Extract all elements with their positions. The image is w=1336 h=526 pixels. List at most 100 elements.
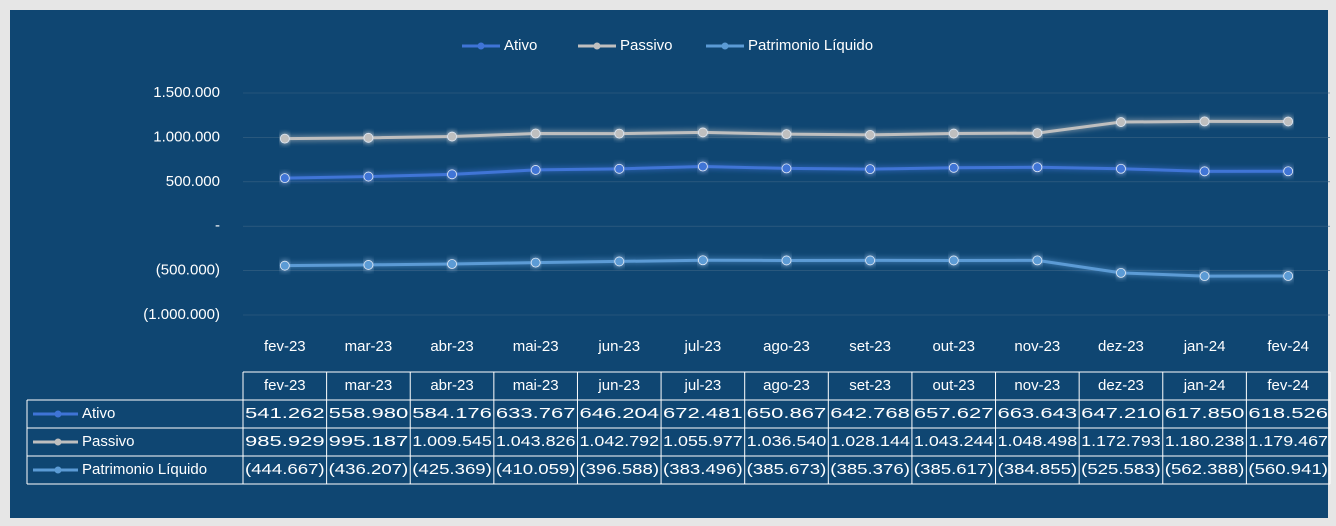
data-point xyxy=(1032,162,1043,173)
data-point xyxy=(1032,255,1043,266)
data-point xyxy=(781,129,792,140)
table-cell: 663.643 xyxy=(998,405,1078,422)
table-cell: 558.980 xyxy=(329,405,409,422)
data-point xyxy=(781,163,792,174)
table-header: jul-23 xyxy=(684,377,722,394)
data-point xyxy=(1199,116,1210,127)
table-header: fev-24 xyxy=(1267,377,1309,394)
data-point xyxy=(948,162,959,173)
table-cell: 1.036.540 xyxy=(747,433,827,450)
data-point xyxy=(614,128,625,139)
table-cell: 1.055.977 xyxy=(663,433,743,450)
table-row-label: Patrimonio Líquido xyxy=(82,461,207,478)
table-cell: 1.172.793 xyxy=(1081,433,1161,450)
x-tick-label: jun-23 xyxy=(597,338,640,355)
table-cell: 1.042.792 xyxy=(579,433,659,450)
data-point xyxy=(697,255,708,266)
table-cell: 642.768 xyxy=(830,405,910,422)
table-header: fev-23 xyxy=(264,377,306,394)
x-tick-label: dez-23 xyxy=(1098,338,1144,355)
table-legend-marker xyxy=(54,466,62,474)
table-cell: 617.850 xyxy=(1165,405,1245,422)
table-cell: 1.179.467 xyxy=(1248,433,1328,450)
data-point xyxy=(530,128,541,139)
table-cell: 985.929 xyxy=(245,433,325,450)
table-cell: 1.043.826 xyxy=(496,433,576,450)
data-point xyxy=(1283,166,1294,177)
y-tick-label: 500.000 xyxy=(166,173,220,190)
data-point xyxy=(530,165,541,175)
y-tick-label: 1.000.000 xyxy=(153,128,220,145)
chart-background xyxy=(10,10,1328,518)
table-cell: 650.867 xyxy=(747,405,827,422)
data-point xyxy=(865,164,876,175)
y-tick-label: - xyxy=(215,217,220,234)
table-header: mar-23 xyxy=(345,377,393,394)
x-tick-label: out-23 xyxy=(932,338,975,355)
table-header: dez-23 xyxy=(1098,377,1144,394)
data-point xyxy=(614,163,625,174)
legend-label: Ativo xyxy=(504,37,537,54)
x-tick-label: ago-23 xyxy=(763,338,810,355)
table-cell: 1.048.498 xyxy=(998,433,1078,450)
data-point xyxy=(279,133,290,144)
table-cell: 584.176 xyxy=(412,405,492,422)
table-row-label: Passivo xyxy=(82,433,135,450)
table-cell: (385.376) xyxy=(830,461,910,478)
x-tick-label: mai-23 xyxy=(513,338,559,355)
data-point xyxy=(697,127,708,138)
legend-marker xyxy=(593,42,601,50)
x-tick-label: abr-23 xyxy=(430,338,473,355)
data-point xyxy=(279,173,290,184)
table-cell: (562.388) xyxy=(1165,461,1245,478)
data-point xyxy=(865,130,876,140)
data-point xyxy=(1199,166,1210,177)
table-cell: (385.617) xyxy=(914,461,994,478)
data-point xyxy=(279,260,290,271)
data-point xyxy=(447,259,457,269)
data-point xyxy=(447,131,457,142)
legend-marker xyxy=(477,42,485,50)
table-cell: 672.481 xyxy=(663,405,743,422)
y-tick-label: 1.500.000 xyxy=(153,84,220,101)
table-cell: 646.204 xyxy=(579,405,659,422)
x-tick-label: fev-24 xyxy=(1267,338,1309,355)
data-point xyxy=(865,255,876,266)
table-cell: 657.627 xyxy=(914,405,994,422)
data-point xyxy=(614,256,625,267)
y-tick-label: (1.000.000) xyxy=(143,306,220,323)
data-point xyxy=(1116,267,1126,278)
table-cell: (560.941) xyxy=(1248,461,1328,478)
data-point xyxy=(363,132,374,143)
table-cell: 1.180.238 xyxy=(1165,433,1245,450)
table-cell: (385.673) xyxy=(747,461,827,478)
table-row-label: Ativo xyxy=(82,405,115,422)
data-point xyxy=(697,161,708,172)
data-point xyxy=(530,257,541,268)
data-point xyxy=(781,255,792,266)
table-header: set-23 xyxy=(849,377,891,394)
x-tick-label: jan-24 xyxy=(1183,338,1226,355)
table-header: jun-23 xyxy=(597,377,640,394)
x-tick-label: set-23 xyxy=(849,338,891,355)
table-cell: (436.207) xyxy=(329,461,409,478)
table-header: ago-23 xyxy=(763,377,810,394)
legend-label: Patrimonio Líquido xyxy=(748,37,873,54)
data-point xyxy=(447,169,457,180)
table-header: out-23 xyxy=(932,377,975,394)
x-tick-label: jul-23 xyxy=(684,338,722,355)
table-cell: 995.187 xyxy=(329,433,409,450)
table-cell: 633.767 xyxy=(496,405,576,422)
data-point xyxy=(1116,117,1126,127)
table-cell: (384.855) xyxy=(998,461,1078,478)
table-cell: 647.210 xyxy=(1081,405,1161,422)
legend-label: Passivo xyxy=(620,37,673,54)
y-tick-label: (500.000) xyxy=(156,262,220,279)
table-cell: (383.496) xyxy=(663,461,743,478)
data-point xyxy=(948,255,959,266)
table-cell: 618.526 xyxy=(1248,405,1328,422)
data-point xyxy=(948,128,959,139)
table-header: nov-23 xyxy=(1014,377,1060,394)
table-cell: (444.667) xyxy=(245,461,325,478)
